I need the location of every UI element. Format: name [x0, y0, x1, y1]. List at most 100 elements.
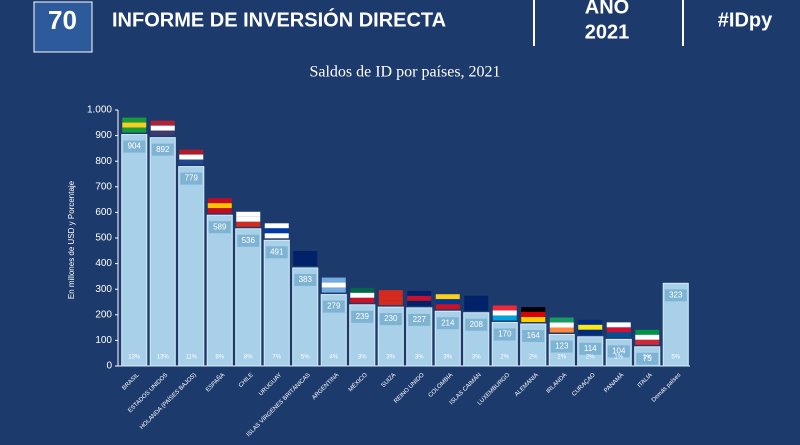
flag [122, 122, 147, 128]
value-label: 589 [213, 222, 227, 231]
flag [464, 300, 489, 306]
value-label-box [664, 289, 687, 302]
flag [549, 327, 574, 333]
share-label: 5% [301, 355, 310, 361]
flag [179, 159, 204, 165]
flag [464, 305, 489, 311]
y-tick-label: 1.000 [87, 105, 112, 116]
value-label: 779 [185, 174, 199, 183]
logo [33, 1, 93, 53]
value-label-box [636, 352, 659, 365]
flag [435, 299, 460, 305]
bar [149, 137, 176, 367]
y-tick-label: 0 [106, 361, 112, 372]
flag [236, 211, 261, 217]
value-label-box [180, 172, 203, 185]
bar [206, 214, 233, 367]
flag [264, 223, 289, 229]
share-label: 2% [500, 355, 509, 361]
share-label: 4% [329, 355, 338, 361]
flag [407, 290, 432, 296]
value-label-box [294, 273, 317, 286]
flag [179, 154, 204, 160]
value-label-box [550, 340, 573, 353]
flag [236, 216, 261, 222]
value-label: 170 [498, 330, 512, 339]
y-tick-label: 900 [95, 130, 112, 141]
year: 2021 [585, 21, 630, 43]
share-label: 5% [671, 355, 680, 361]
flag [407, 300, 432, 306]
flag [293, 250, 318, 256]
value-label-box [265, 246, 288, 259]
flag [464, 295, 489, 301]
value-label: 279 [327, 302, 341, 311]
flag [407, 295, 432, 301]
flag [150, 125, 175, 131]
y-tick-label: 300 [95, 284, 112, 295]
chart-title: Saldos de ID por países, 2021 [309, 64, 500, 81]
flag [435, 304, 460, 310]
flag [521, 307, 546, 313]
flag [549, 322, 574, 328]
share-label: 1% [614, 355, 623, 361]
value-label: 104 [612, 346, 626, 355]
y-tick-label: 700 [95, 181, 112, 192]
value-label: 208 [470, 320, 484, 329]
value-label: 164 [527, 331, 541, 340]
value-label-box [322, 300, 345, 313]
flag [350, 297, 375, 303]
share-label: 3% [415, 355, 424, 361]
flag [378, 300, 403, 306]
flag [179, 149, 204, 155]
value-label: 892 [156, 145, 170, 154]
flag [578, 329, 603, 335]
share-label: 2% [557, 355, 566, 361]
flag [378, 290, 403, 296]
flag [635, 329, 660, 335]
share-label: 2% [586, 355, 595, 361]
share-label: 8% [215, 355, 224, 361]
value-label: 227 [413, 315, 427, 324]
flag [321, 277, 346, 283]
y-tick-label: 400 [95, 258, 112, 269]
bar [178, 166, 205, 367]
flag [549, 317, 574, 323]
flag [321, 282, 346, 288]
hashtag: #IDpy [718, 9, 773, 31]
value-label-box [436, 317, 459, 330]
flag [122, 117, 147, 123]
flag [606, 327, 631, 333]
share-label: 11% [185, 355, 197, 361]
flag [606, 322, 631, 328]
y-axis-label: En millones de USD y Porcentaje [67, 180, 76, 299]
flag [378, 295, 403, 301]
value-label-box [151, 143, 174, 156]
flag [293, 260, 318, 266]
y-tick-label: 200 [95, 309, 112, 320]
value-label-box [123, 140, 146, 153]
flag [264, 233, 289, 239]
y-tick-label: 600 [95, 207, 112, 218]
flag [264, 228, 289, 234]
value-label-box [493, 328, 516, 341]
value-label-box [351, 310, 374, 323]
share-label: 3% [386, 355, 395, 361]
flag [635, 334, 660, 340]
share-label: 3% [472, 355, 481, 361]
value-label-box [208, 221, 231, 234]
bar [121, 134, 148, 367]
share-label: 8% [244, 355, 253, 361]
flag [435, 294, 460, 300]
flag [207, 208, 232, 214]
y-tick-label: 100 [95, 335, 112, 346]
flag [236, 221, 261, 227]
bar [235, 228, 262, 367]
y-tick-label: 500 [95, 233, 112, 244]
share-label: 13% [128, 355, 141, 361]
value-label-box [379, 313, 402, 326]
flag [150, 130, 175, 136]
flag [492, 315, 517, 321]
value-label-box [579, 342, 602, 355]
